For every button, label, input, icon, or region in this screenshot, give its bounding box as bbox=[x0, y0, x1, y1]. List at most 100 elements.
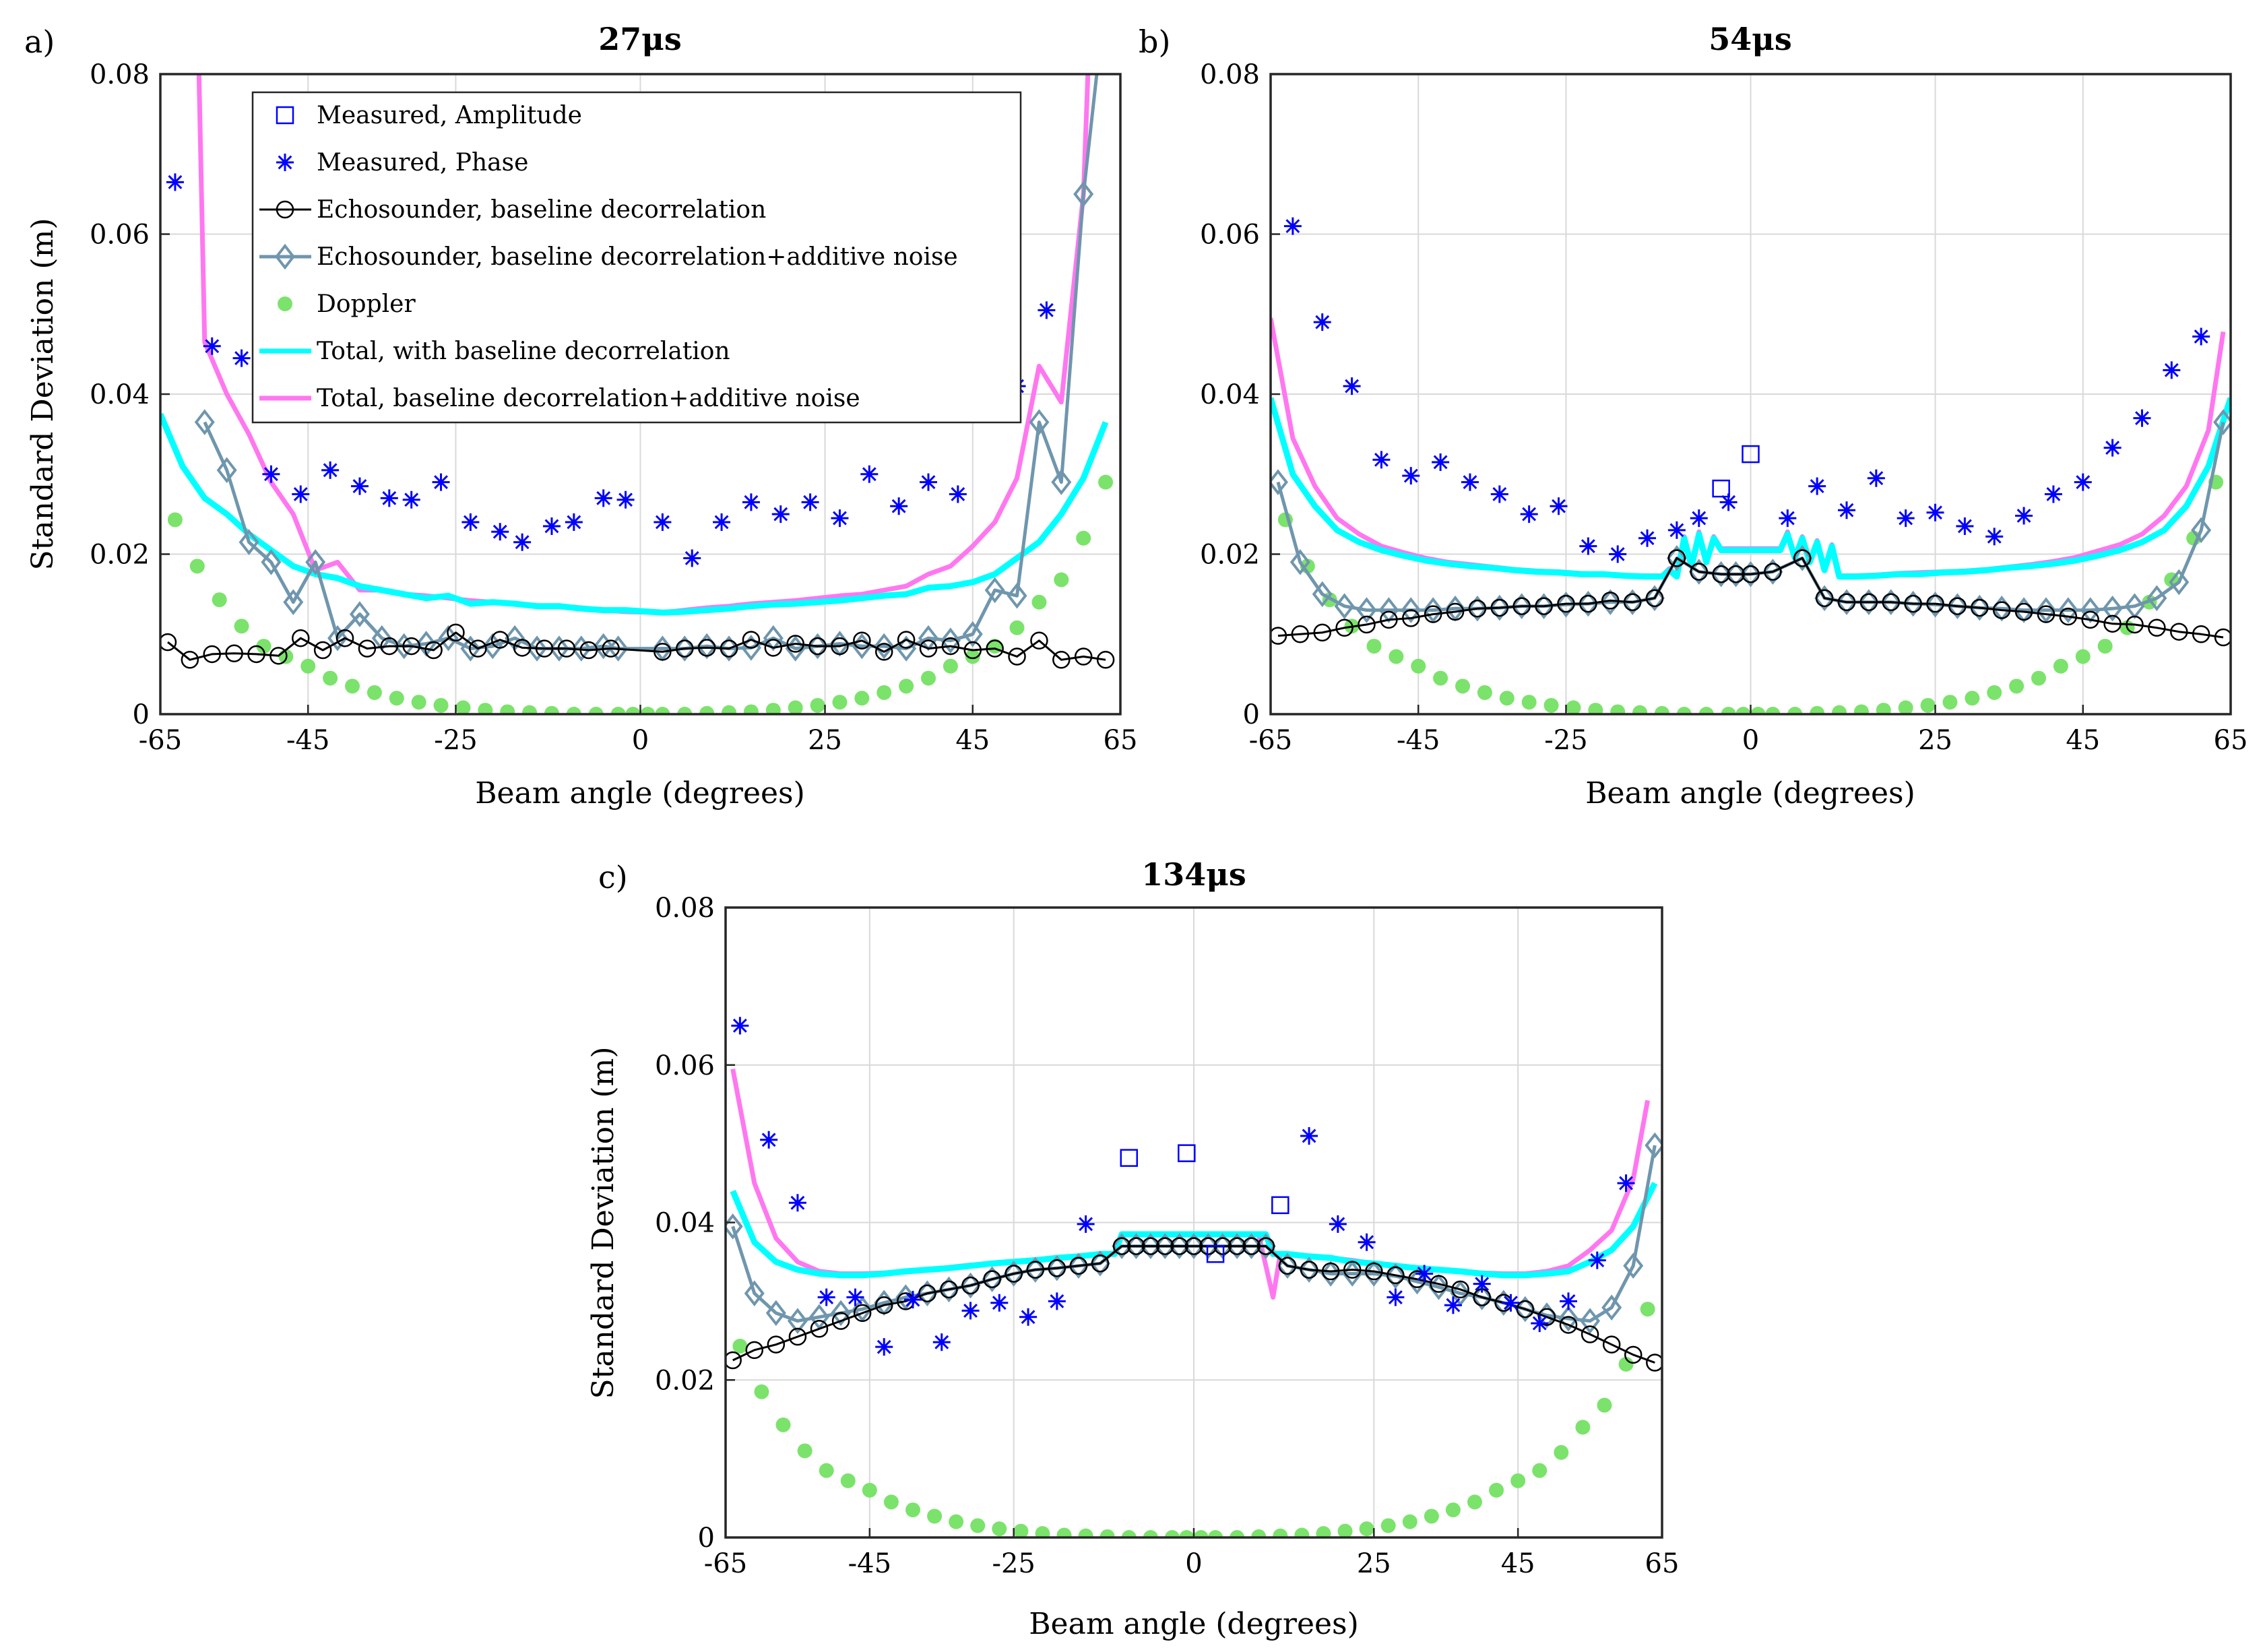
data-point bbox=[949, 485, 967, 503]
data-point bbox=[1543, 697, 1559, 713]
data-point bbox=[905, 1502, 920, 1518]
data-point bbox=[1366, 639, 1382, 654]
data-point bbox=[608, 635, 629, 662]
data-point bbox=[740, 635, 761, 661]
data-point bbox=[402, 637, 420, 656]
data-point bbox=[1271, 469, 1288, 495]
data-point bbox=[1433, 670, 1448, 686]
data-point bbox=[874, 1296, 893, 1314]
data-point bbox=[1242, 1237, 1261, 1255]
data-point bbox=[1925, 592, 1946, 618]
data-point bbox=[460, 635, 481, 662]
data-point bbox=[883, 1494, 899, 1510]
data-point bbox=[713, 513, 731, 531]
data-point bbox=[1356, 597, 1377, 623]
data-point bbox=[720, 639, 738, 658]
data-point bbox=[1947, 593, 1968, 619]
data-point bbox=[1624, 1345, 1643, 1364]
x-tick-label: 45 bbox=[1501, 1548, 1535, 1579]
data-point bbox=[1645, 1132, 1662, 1159]
data-point bbox=[1622, 589, 1643, 616]
data-point bbox=[2037, 605, 2055, 623]
data-point bbox=[1740, 561, 1761, 587]
data-point bbox=[984, 577, 1005, 604]
series-measured-amplitude bbox=[1120, 1144, 1289, 1263]
data-point bbox=[1141, 1237, 1160, 1255]
data-point bbox=[1300, 1261, 1318, 1279]
data-point bbox=[788, 1194, 806, 1212]
data-point bbox=[1387, 1288, 1405, 1306]
data-point bbox=[2126, 615, 2144, 634]
data-point bbox=[1098, 474, 1114, 490]
x-tick-label: 0 bbox=[1185, 1548, 1202, 1579]
legend-label: Echosounder, baseline decorrelation+addi… bbox=[317, 243, 958, 271]
data-point bbox=[1579, 537, 1597, 555]
x-tick-label: -45 bbox=[1397, 725, 1440, 756]
data-point bbox=[256, 639, 272, 654]
data-point bbox=[1271, 627, 1287, 645]
data-point bbox=[1241, 1233, 1262, 1259]
data-point bbox=[1467, 595, 1488, 622]
x-tick-label: 65 bbox=[2214, 725, 2248, 756]
data-point bbox=[238, 529, 259, 555]
data-point bbox=[1385, 1263, 1406, 1290]
panel-b-ticks: -65 -45 -25 0 25 45 65 0 0.02 0.04 0.06 0.08 bbox=[1200, 59, 2248, 756]
x-tick-label: 0 bbox=[632, 725, 649, 756]
panel-a: a) 27μs -65 -45 -25 0 25 45 65 0 0.02 0.04 0.06 0.0… bbox=[24, 0, 1137, 811]
data-point bbox=[1121, 1530, 1137, 1537]
data-point bbox=[1387, 1266, 1405, 1285]
data-point bbox=[1554, 1444, 1569, 1460]
data-point bbox=[963, 641, 982, 660]
data-point bbox=[1579, 594, 1597, 613]
data-point bbox=[1533, 593, 1554, 619]
data-point bbox=[1559, 1316, 1578, 1334]
data-point bbox=[1516, 1300, 1535, 1319]
data-point bbox=[2169, 569, 2190, 596]
panel-b-plot bbox=[1271, 217, 2231, 714]
data-point bbox=[1512, 597, 1531, 615]
panel-a-title: 27μs bbox=[598, 21, 682, 57]
data-point bbox=[1898, 700, 1913, 714]
data-point bbox=[1424, 1508, 1439, 1524]
legend-marker bbox=[274, 243, 296, 270]
data-point bbox=[1097, 0, 1114, 5]
data-point bbox=[522, 705, 538, 714]
data-point bbox=[1091, 1254, 1110, 1273]
data-point bbox=[1793, 549, 1812, 567]
data-point bbox=[1510, 1473, 1526, 1488]
data-point bbox=[1256, 1237, 1275, 1255]
data-point bbox=[1052, 651, 1071, 669]
data-point bbox=[1853, 704, 1869, 714]
data-point bbox=[2081, 610, 2099, 629]
data-point bbox=[1078, 1528, 1093, 1537]
data-point bbox=[336, 629, 354, 647]
data-point bbox=[1227, 1233, 1248, 1259]
data-point bbox=[742, 493, 760, 511]
data-point bbox=[1343, 377, 1361, 395]
data-point bbox=[943, 658, 958, 674]
data-point bbox=[722, 705, 737, 714]
data-point bbox=[461, 513, 480, 531]
data-point bbox=[1602, 1335, 1621, 1354]
y-tick-label: 0.06 bbox=[90, 220, 150, 251]
y-tick-label: 0.08 bbox=[90, 59, 150, 90]
data-point bbox=[1742, 445, 1760, 464]
data-point bbox=[1126, 1233, 1147, 1259]
series-total-baseline bbox=[1271, 397, 2231, 580]
data-point bbox=[1765, 707, 1781, 714]
legend-marker bbox=[276, 154, 294, 171]
x-tick-label: 65 bbox=[1645, 1548, 1680, 1579]
data-point bbox=[1489, 1482, 1504, 1498]
data-point bbox=[1735, 707, 1751, 714]
x-tick-label: -25 bbox=[1544, 725, 1587, 756]
data-point bbox=[1575, 1420, 1591, 1435]
data-point bbox=[166, 173, 184, 191]
data-point bbox=[1580, 1308, 1601, 1334]
data-point bbox=[1676, 707, 1692, 714]
data-point bbox=[1711, 561, 1731, 587]
y-tick-label: 0 bbox=[698, 1523, 715, 1554]
data-point bbox=[1127, 1237, 1145, 1255]
data-point bbox=[1046, 1255, 1067, 1281]
data-point bbox=[1667, 521, 1686, 539]
data-point bbox=[808, 637, 827, 656]
